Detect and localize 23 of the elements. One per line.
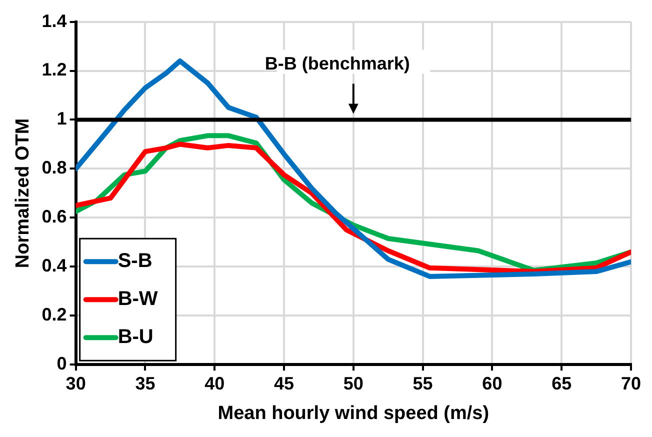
x-tick-label: 65	[552, 373, 572, 394]
x-tick-label: 50	[343, 373, 364, 394]
y-axis-title: Normalized OTM	[12, 118, 34, 268]
x-tick-label: 45	[274, 373, 294, 394]
x-tick-label: 40	[204, 373, 225, 394]
legend-label: B-W	[118, 288, 158, 310]
annotation: B-B (benchmark)	[264, 54, 410, 74]
x-tick-label: 35	[135, 373, 156, 394]
y-tick-label: 0.6	[42, 206, 67, 227]
x-tick-label: 60	[482, 373, 502, 394]
x-tick-label: 55	[412, 373, 433, 394]
y-tick-label: 0.8	[42, 158, 67, 178]
legend-label: S-B	[118, 250, 152, 272]
y-tick-label: 0.4	[42, 256, 67, 276]
y-tick-label: 1.2	[42, 60, 67, 80]
legend-label: B-U	[118, 326, 154, 348]
x-axis-title: Mean hourly wind speed (m/s)	[218, 402, 490, 424]
y-tick-label: 1.4	[42, 10, 67, 31]
x-tick-label: 70	[620, 373, 642, 394]
x-tick-label: 30	[66, 373, 86, 394]
y-tick-label: 0	[56, 354, 67, 374]
y-tick-label: 0.2	[42, 304, 67, 325]
y-tick-label: 1	[56, 108, 67, 129]
